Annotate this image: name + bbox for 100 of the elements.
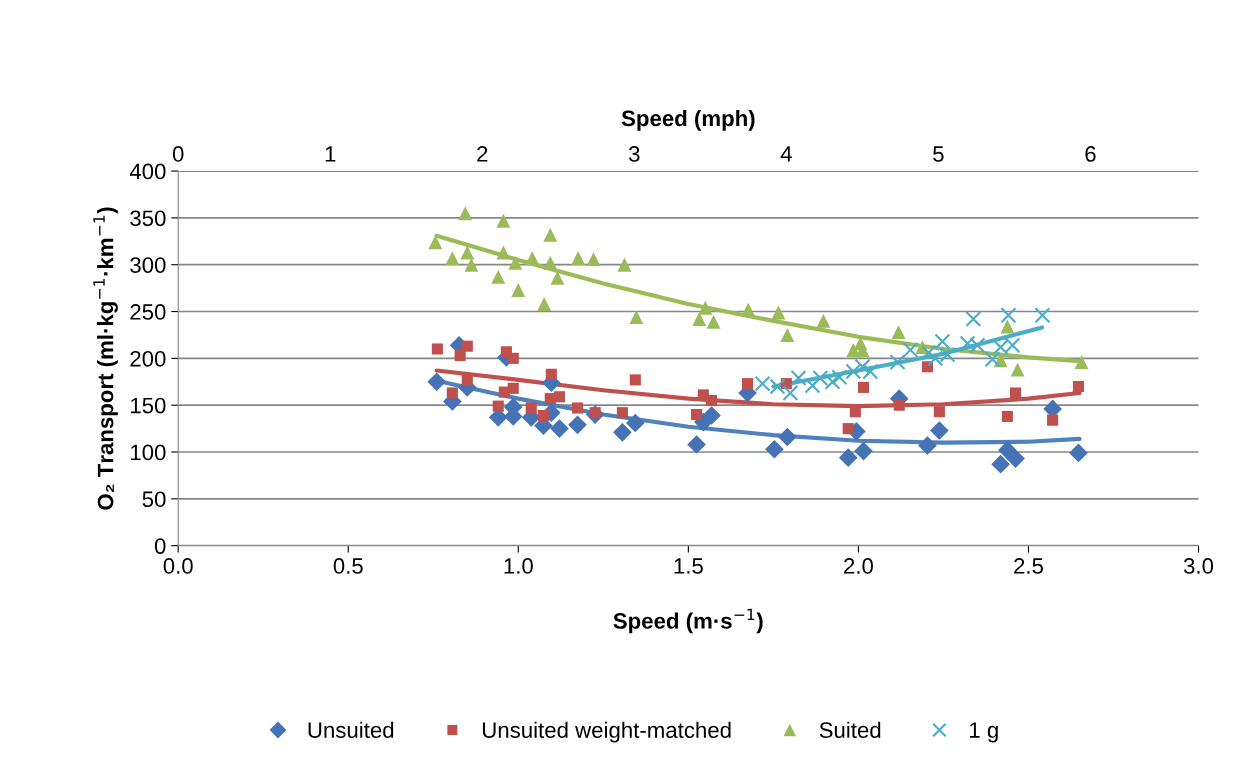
legend-label: Unsuited — [308, 721, 394, 738]
point — [831, 369, 848, 386]
point — [842, 423, 854, 435]
point — [854, 358, 871, 375]
point — [790, 370, 807, 387]
point — [1000, 319, 1015, 334]
point — [1072, 380, 1085, 393]
point — [741, 378, 754, 390]
point — [428, 235, 443, 250]
point — [496, 213, 511, 228]
point — [545, 368, 557, 380]
point — [464, 257, 479, 272]
point — [461, 374, 473, 386]
y-tick-label: 150 — [131, 397, 166, 414]
point — [816, 313, 831, 328]
x-tick-label: 0.5 — [333, 558, 363, 574]
point — [702, 406, 721, 425]
point — [454, 350, 466, 362]
point — [959, 335, 976, 352]
point — [1074, 355, 1089, 370]
point — [460, 245, 475, 260]
point — [491, 269, 506, 284]
point — [507, 352, 519, 364]
point — [1000, 307, 1017, 324]
point — [525, 251, 540, 266]
point — [933, 406, 945, 418]
point — [939, 346, 956, 363]
point — [586, 252, 601, 267]
point — [778, 427, 797, 447]
point — [854, 441, 873, 461]
y-tick-label: 100 — [131, 444, 166, 461]
point — [1047, 414, 1059, 426]
point — [1010, 362, 1025, 377]
point — [969, 337, 986, 354]
point — [427, 372, 447, 392]
point — [629, 374, 641, 386]
y-tick-label: 400 — [129, 163, 166, 180]
y-tick-label: 0 — [154, 538, 166, 554]
legend-label: Suited — [819, 721, 881, 738]
point — [765, 439, 784, 459]
point — [431, 343, 443, 355]
x2-tick-label: 0 — [172, 146, 184, 162]
point — [1006, 449, 1025, 468]
point — [511, 283, 526, 297]
point — [687, 435, 706, 454]
x2-tick-label: 6 — [1085, 146, 1096, 162]
point — [445, 251, 460, 266]
point — [461, 340, 473, 352]
point — [571, 251, 586, 266]
point — [543, 227, 558, 242]
point — [525, 402, 537, 414]
point — [891, 325, 906, 340]
x-axis-title: Speed (m·s$^{−1}$) — [613, 608, 763, 634]
point — [838, 448, 858, 467]
point — [625, 413, 645, 433]
point — [692, 312, 707, 326]
point — [616, 407, 628, 419]
point — [508, 255, 523, 270]
point — [496, 245, 511, 260]
legend-label: Unsuited weight-matched — [482, 721, 731, 743]
point — [507, 382, 519, 394]
point — [918, 436, 937, 455]
point — [1009, 387, 1022, 399]
point — [446, 387, 458, 399]
point — [537, 409, 550, 422]
point — [812, 370, 829, 387]
point — [571, 402, 584, 414]
point — [492, 400, 504, 412]
point — [965, 311, 982, 328]
legend-label: 1 g — [970, 722, 998, 743]
y-tick-label: 250 — [130, 304, 166, 320]
x-tick-label: 0.0 — [163, 558, 193, 574]
point — [991, 454, 1010, 474]
point — [698, 300, 713, 315]
point — [550, 419, 569, 438]
x2-axis-title: Speed (mph) — [621, 109, 755, 131]
point — [780, 328, 795, 342]
point — [690, 409, 703, 421]
point — [741, 302, 756, 317]
point — [543, 255, 558, 270]
point — [568, 415, 587, 435]
y-tick-label: 200 — [130, 350, 166, 367]
point — [553, 391, 566, 403]
point — [706, 314, 721, 329]
point — [927, 350, 944, 367]
point — [1001, 410, 1013, 422]
point — [984, 351, 1001, 368]
point — [550, 270, 565, 285]
point — [804, 377, 821, 394]
x-tick-label: 2.0 — [844, 558, 873, 574]
point — [771, 305, 786, 320]
x2-tick-label: 2 — [477, 146, 488, 162]
y-tick-label: 50 — [142, 491, 166, 508]
point — [934, 333, 951, 350]
point — [458, 206, 473, 221]
x2-tick-label: 5 — [933, 146, 944, 162]
point — [857, 381, 870, 393]
x-tick-label: 1.0 — [504, 558, 533, 574]
x2-tick-label: 3 — [628, 146, 640, 162]
point — [1069, 443, 1088, 463]
